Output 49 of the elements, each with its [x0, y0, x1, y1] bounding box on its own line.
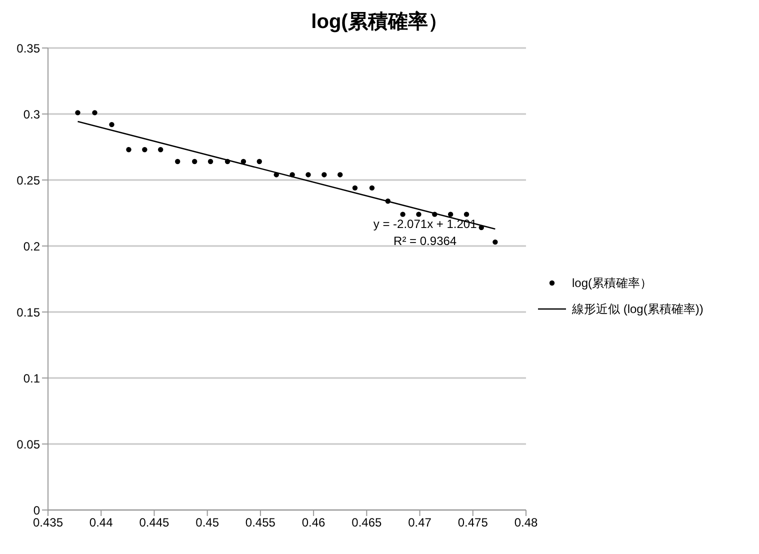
point	[75, 110, 80, 116]
y-tick-label: 0.25	[16, 173, 40, 188]
point	[306, 172, 311, 178]
point	[158, 147, 164, 152]
annotation: R² = 0.9364	[392, 234, 458, 248]
x-tick-label: 0.48	[514, 516, 538, 530]
x-tick-label: 0.45	[196, 516, 220, 530]
y-tick-label: 0	[33, 503, 40, 518]
y-tick-label: 0.35	[16, 41, 40, 56]
point	[126, 147, 132, 152]
point	[478, 224, 484, 230]
legend-label: log(累積確率）	[572, 274, 652, 292]
x-tick-label: 0.475	[458, 516, 488, 530]
x-tick-label: 0.435	[32, 516, 64, 530]
point	[352, 185, 358, 191]
point	[464, 212, 470, 217]
point	[109, 122, 114, 128]
point	[240, 158, 246, 164]
point	[416, 212, 422, 217]
x-tick-label: 0.465	[352, 516, 382, 530]
point	[322, 172, 327, 178]
point	[92, 110, 98, 116]
chart-title: log(累積確率）	[310, 10, 449, 35]
y-tick-label: 0.15	[16, 305, 40, 320]
point	[208, 158, 214, 164]
point	[492, 239, 498, 245]
point	[448, 212, 454, 217]
point	[142, 147, 148, 152]
x-tick-label: 0.455	[245, 516, 276, 530]
point	[385, 198, 391, 204]
point	[224, 158, 230, 164]
x-tick-label: 0.445	[139, 516, 170, 530]
point	[274, 172, 279, 178]
y-tick-label: 0.3	[23, 107, 40, 122]
x-tick-label: 0.46	[302, 516, 326, 530]
point	[432, 212, 438, 217]
x-tick-label: 0.44	[89, 516, 114, 530]
y-tick-label: 0.1	[23, 371, 40, 386]
point	[290, 172, 295, 178]
y-tick-label: 0.05	[16, 437, 40, 452]
point	[400, 212, 406, 217]
point	[192, 158, 198, 164]
point	[369, 185, 375, 191]
point	[338, 172, 343, 178]
legend-label: 線形近似 (log(累積確率))	[572, 300, 704, 318]
point	[256, 158, 262, 164]
x-tick-label: 0.47	[408, 516, 432, 530]
y-tick-label: 0.2	[23, 239, 40, 254]
point	[174, 158, 180, 164]
